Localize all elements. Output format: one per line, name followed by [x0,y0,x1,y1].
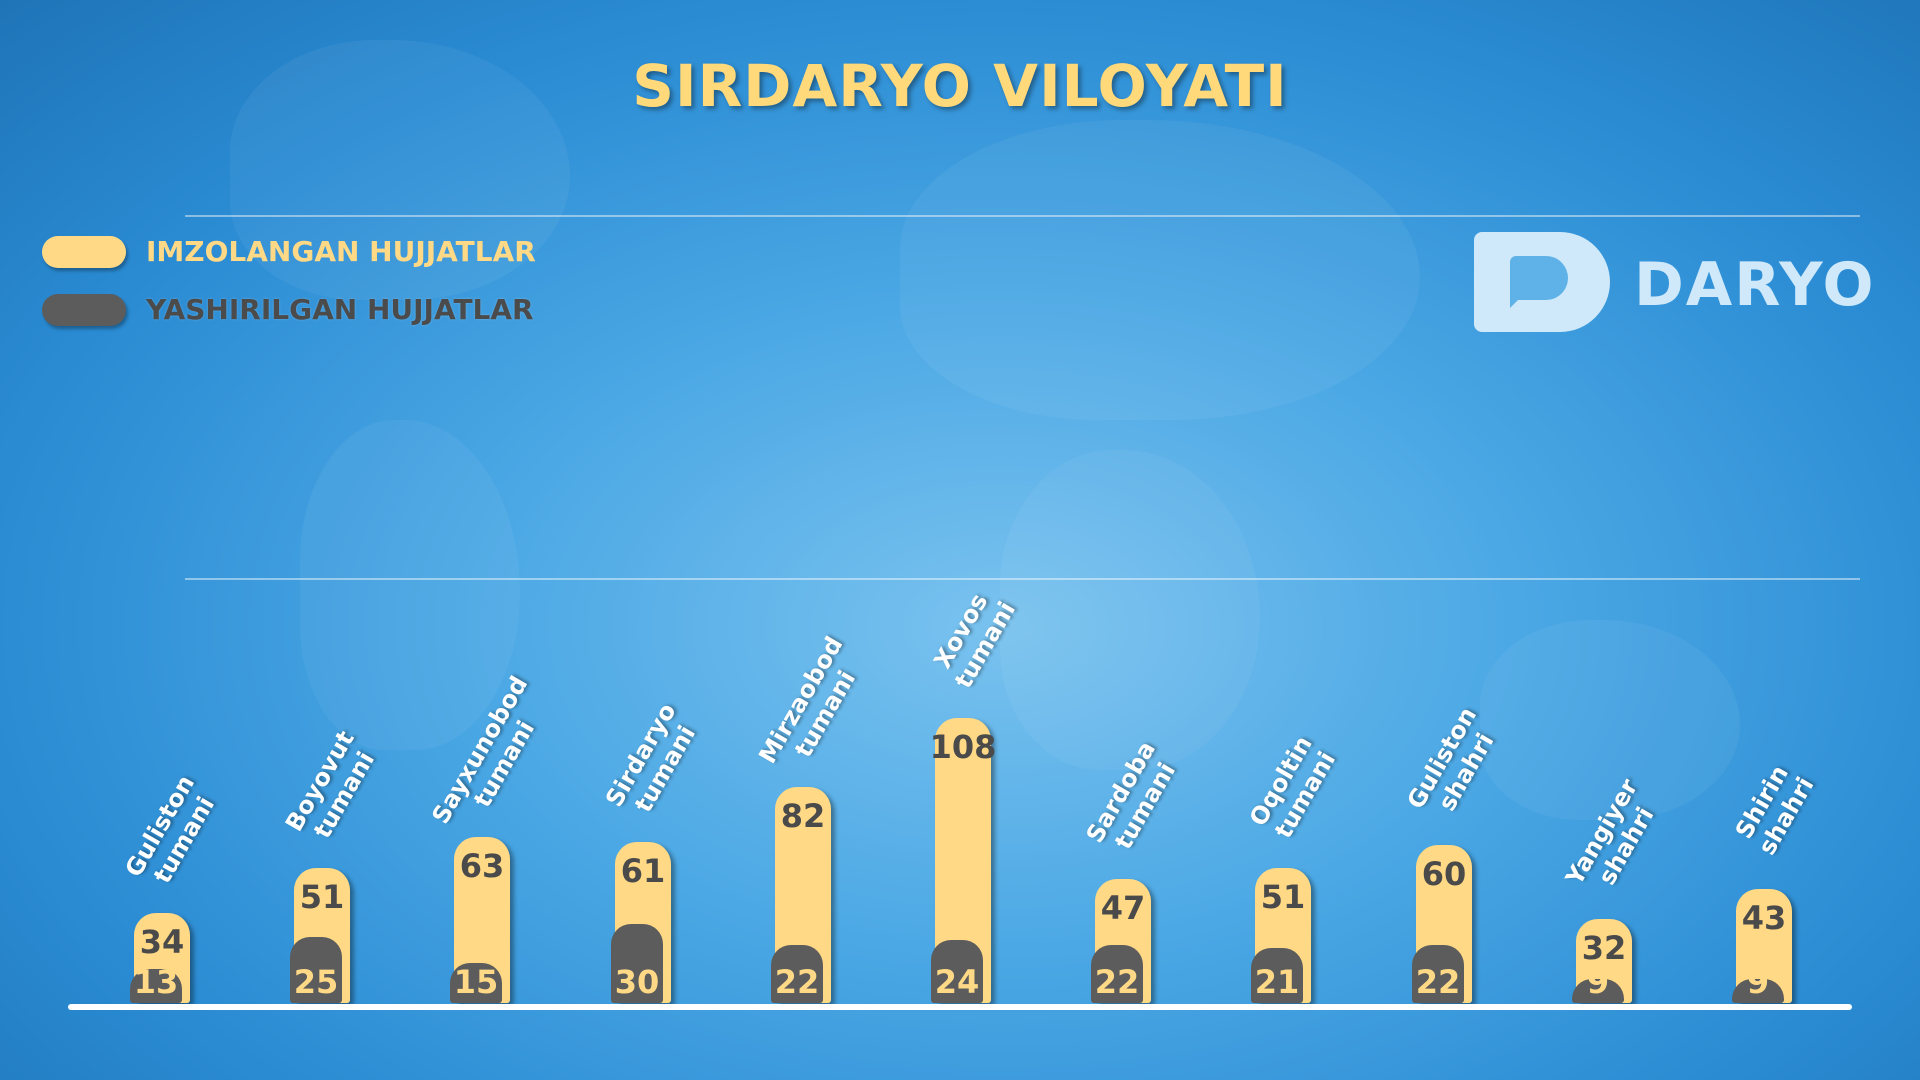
category-label-0: Guliston tumani [93,724,251,943]
value-label-signed-2: 63 [459,847,505,885]
value-label-hidden-6: 22 [1094,963,1140,1001]
value-label-hidden-0: 13 [133,963,179,1001]
value-label-hidden-4: 22 [774,963,820,1001]
map-decoration [900,120,1420,420]
bar-hidden-6 [1091,945,1143,1003]
value-label-hidden-2: 15 [453,963,499,1001]
value-label-hidden-8: 22 [1415,963,1461,1001]
bar-hidden-1 [290,937,342,1003]
legend-swatch-signed [42,236,126,268]
value-label-signed-3: 61 [620,852,666,890]
legend-label-hidden: YASHIRILGAN HUJJATLAR [146,293,534,326]
value-label-signed-8: 60 [1421,855,1467,893]
bar-hidden-5 [931,940,983,1003]
map-decoration [300,420,520,750]
map-decoration [1000,450,1260,770]
value-label-hidden-9: 9 [1586,963,1610,1001]
daryo-logo-text: DARYO [1634,250,1876,320]
legend-label-signed: IMZOLANGAN HUJJATLAR [146,235,536,268]
value-label-signed-0: 34 [139,923,185,961]
value-label-hidden-7: 21 [1254,963,1300,1001]
bar-hidden-3 [611,924,663,1003]
value-label-signed-1: 51 [299,878,345,916]
bar-hidden-10 [1732,979,1784,1003]
value-label-signed-7: 51 [1260,878,1306,916]
value-label-hidden-3: 30 [614,963,660,1001]
category-label-7: Oqoltin tumani [1214,679,1372,898]
value-label-signed-6: 47 [1100,889,1146,927]
category-label-3: Sirdaryo tumani [574,653,732,872]
legend-swatch-hidden [42,294,126,326]
value-label-hidden-10: 9 [1746,963,1770,1001]
chart-baseline [68,1004,1852,1010]
daryo-logo-icon [1474,232,1610,332]
category-label-4: Mirzaobod tumani [734,598,892,817]
bar-hidden-7 [1251,948,1303,1003]
value-label-signed-10: 43 [1741,899,1787,937]
bar-hidden-8 [1412,945,1464,1003]
daryo-logo: DARYO [1474,232,1874,342]
value-label-hidden-5: 24 [934,963,980,1001]
gridline [185,578,1860,580]
bar-hidden-4 [771,945,823,1003]
map-decoration [230,40,570,300]
bar-hidden-9 [1572,979,1624,1003]
map-decoration [1480,620,1740,820]
value-label-hidden-1: 25 [293,963,339,1001]
value-label-signed-4: 82 [780,797,826,835]
gridline [185,215,1860,217]
bar-hidden-2 [450,963,502,1003]
value-label-signed-9: 32 [1581,929,1627,967]
value-label-signed-5: 108 [929,728,997,766]
chart-title: SIRDARYO VILOYATI [632,52,1288,120]
bar-hidden-0 [130,969,182,1003]
